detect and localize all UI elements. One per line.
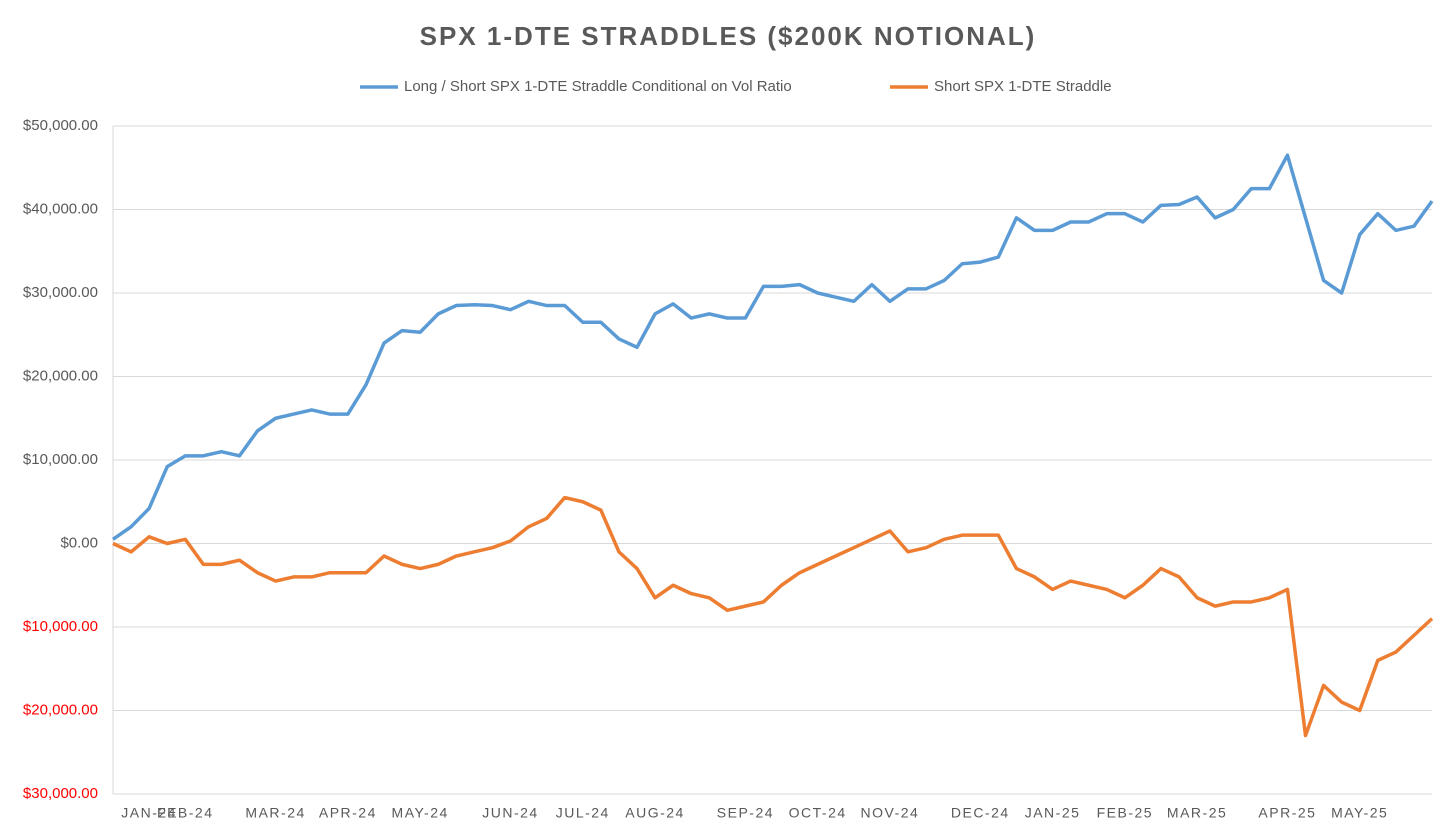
y-tick-label: $0.00 — [60, 534, 98, 551]
x-tick-label: JUL-24 — [556, 805, 610, 821]
y-tick-label: $20,000.00 — [23, 701, 98, 718]
y-tick-label: $20,000.00 — [23, 367, 98, 384]
x-tick-label: JUN-24 — [482, 805, 538, 821]
x-tick-label: MAY-25 — [1331, 805, 1388, 821]
y-tick-label: $40,000.00 — [23, 200, 98, 217]
y-tick-label: $10,000.00 — [23, 451, 98, 468]
x-tick-label: OCT-24 — [789, 805, 847, 821]
x-tick-label: MAY-24 — [392, 805, 449, 821]
x-tick-label: SEP-24 — [717, 805, 774, 821]
y-tick-label: $50,000.00 — [23, 117, 98, 134]
series-line — [112, 495, 1434, 738]
y-tick-label: $30,000.00 — [23, 284, 98, 301]
x-tick-label: MAR-24 — [245, 805, 305, 821]
x-tick-label: JAN-25 — [1025, 805, 1081, 821]
x-tick-label: APR-25 — [1258, 805, 1316, 821]
x-tick-label: JAN-24 — [121, 805, 177, 821]
chart-title: SPX 1-DTE STRADDLES ($200K NOTIONAL) — [420, 21, 1037, 51]
legend-label: Short SPX 1-DTE Straddle — [934, 78, 1112, 95]
series-line — [112, 153, 1434, 541]
x-tick-label: FEB-24 — [157, 805, 213, 821]
x-tick-label: MAR-25 — [1167, 805, 1227, 821]
x-tick-label: NOV-24 — [861, 805, 920, 821]
legend-label: Long / Short SPX 1-DTE Straddle Conditio… — [404, 78, 792, 95]
x-tick-label: AUG-24 — [625, 805, 685, 821]
y-tick-label: $10,000.00 — [23, 618, 98, 635]
x-tick-label: FEB-25 — [1097, 805, 1153, 821]
y-tick-label: $30,000.00 — [23, 785, 98, 802]
x-tick-label: APR-24 — [319, 805, 377, 821]
x-tick-label: DEC-24 — [951, 805, 1010, 821]
